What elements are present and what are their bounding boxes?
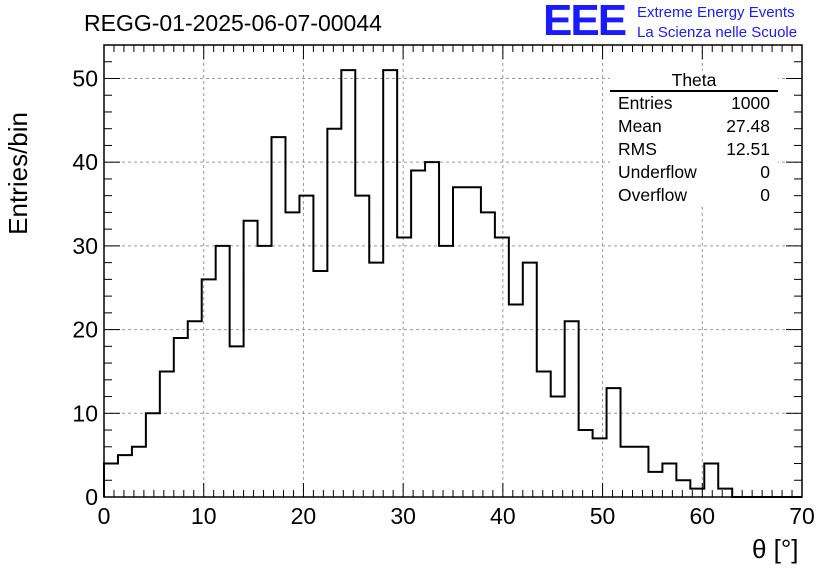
stats-value: 0 [760,185,770,205]
histogram-bin [160,371,174,497]
histogram-bin [299,196,313,497]
histogram-bin [383,70,397,497]
x-tick-label: 60 [689,503,715,529]
histogram-bin [607,388,621,497]
stats-label: RMS [618,139,657,159]
histogram-bin [258,246,272,497]
histogram-bin [704,464,718,497]
histogram-bin [272,137,286,497]
histogram-bin [341,70,355,497]
histogram-bin [188,321,202,497]
eee-logo: EEE [543,0,627,45]
histogram-bin [355,196,369,497]
x-tick-label: 40 [490,503,516,529]
histogram-bin [634,447,648,497]
y-tick-label: 30 [72,233,98,259]
histogram-bin [537,371,551,497]
y-axis-label: Entries/bin [3,112,33,235]
histogram-bin [439,246,453,497]
histogram-bin [369,263,383,497]
histogram-outline [103,69,802,498]
histogram-bin [676,480,690,497]
stats-row-overflow: Overflow 0 [610,184,778,207]
histogram-bin [397,238,411,497]
stats-row-entries: Entries 1000 [610,92,778,115]
x-tick-label: 30 [390,503,416,529]
y-tick-label: 20 [72,317,98,343]
x-tick-label: 20 [291,503,317,529]
histogram-bin [579,430,593,497]
histogram-bin [648,472,662,497]
histogram-bin [313,271,327,497]
histogram-bin [565,321,579,497]
y-tick-label: 10 [72,400,98,426]
histogram-bin [509,304,523,497]
stats-row-mean: Mean 27.48 [610,115,778,138]
histogram-bin [327,129,341,497]
x-tick-label: 50 [590,503,616,529]
histogram-bin [481,212,495,497]
x-axis-label: θ [°] [752,534,799,564]
stats-label: Underflow [618,162,697,182]
stats-box: Theta Entries 1000 Mean 27.48 RMS 12.51 … [610,71,778,207]
histogram-bin [244,221,258,497]
histogram-bin [230,346,244,497]
stats-value: 12.51 [726,139,770,159]
x-tick-label: 10 [191,503,217,529]
histogram-bin [551,397,565,497]
stats-label: Mean [618,116,662,136]
y-tick-label: 0 [85,484,98,510]
logo-line-1: Extreme Energy Events [637,4,795,21]
histogram-bin [146,413,160,497]
histogram-bin [132,447,146,497]
y-tick-label: 40 [72,149,98,175]
stats-value: 0 [760,162,770,182]
stats-label: Overflow [618,185,688,205]
histogram-bin [718,489,732,497]
histogram-bin [495,238,509,497]
histogram-bin [118,455,132,497]
histogram-bin [216,246,230,497]
histogram-bin [467,187,481,497]
stats-row-underflow: Underflow 0 [610,161,778,184]
x-tick-label: 70 [789,503,815,529]
histogram-bin [593,438,607,497]
histogram-bin [411,171,425,497]
histogram-bin [621,447,635,497]
histogram-bin [174,338,188,497]
histogram-bin [662,464,676,497]
stats-label: Entries [618,93,673,113]
histogram-bin [523,263,537,497]
histogram-bin [453,187,467,497]
stats-row-rms: RMS 12.51 [610,138,778,161]
x-tick-label: 0 [98,503,111,529]
histogram-bin [285,212,299,497]
y-tick-label: 50 [72,65,98,91]
stats-value: 1000 [731,93,770,113]
stats-value: 27.48 [726,116,770,136]
stats-title: Theta [610,71,778,92]
logo-line-2: La Scienza nelle Scuole [637,24,798,41]
chart-title: REGG-01-2025-06-07-00044 [84,10,382,36]
